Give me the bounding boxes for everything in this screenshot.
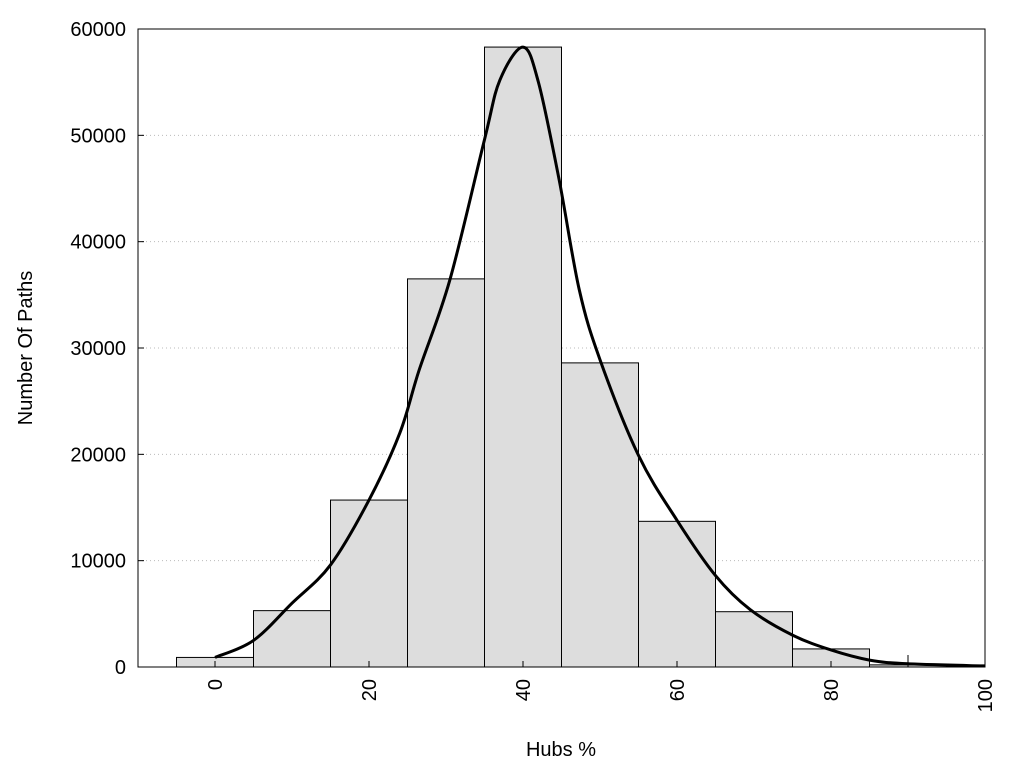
x-tick-label: 60 [667, 679, 689, 701]
y-tick-label: 50000 [70, 125, 126, 147]
y-tick-label: 40000 [70, 232, 126, 254]
x-tick-label: 100 [975, 679, 997, 712]
x-tick-label: 0 [205, 679, 227, 690]
density-curve [214, 45, 986, 668]
y-tick-label: 0 [115, 657, 126, 679]
y-tick-label: 30000 [70, 338, 126, 360]
y-axis-label: Number Of Paths [15, 271, 37, 426]
x-axis-ticks: 0 20 40 60 80 100 [205, 655, 997, 712]
bar [715, 611, 793, 668]
x-tick-label: 40 [513, 679, 535, 701]
bars [176, 46, 986, 668]
bar [330, 499, 408, 668]
bar [253, 610, 331, 668]
bar [561, 362, 639, 668]
x-tick-label: 20 [359, 679, 381, 701]
x-tick-label: 80 [821, 679, 843, 701]
y-axis-ticks: 0 10000 20000 30000 40000 50000 60000 [70, 19, 144, 679]
bar [638, 520, 716, 668]
bar [407, 278, 485, 668]
bar [484, 46, 562, 668]
x-axis-label: Hubs % [526, 739, 596, 761]
y-tick-label: 60000 [70, 19, 126, 41]
y-tick-label: 10000 [70, 551, 126, 573]
y-tick-label: 20000 [70, 444, 126, 466]
